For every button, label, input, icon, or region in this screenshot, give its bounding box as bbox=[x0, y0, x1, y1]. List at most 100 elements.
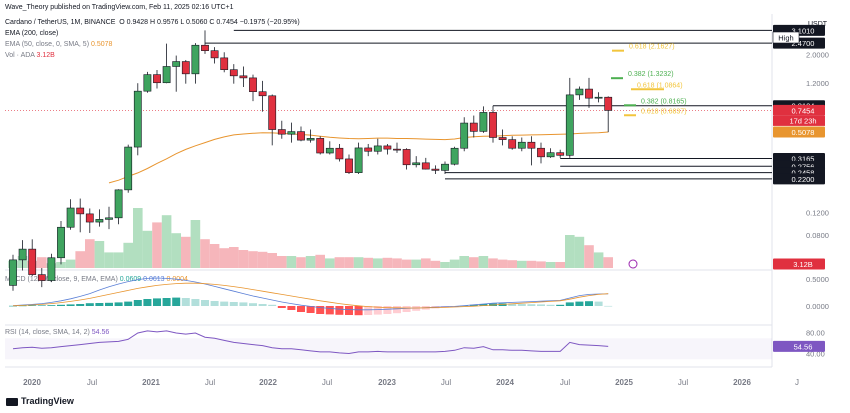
candle-body bbox=[191, 44, 200, 75]
volume-bar bbox=[430, 260, 441, 268]
rsi-axis-tick: 40.00 bbox=[806, 350, 825, 359]
tradingview-brand[interactable]: TradingView bbox=[6, 396, 74, 406]
time-axis-tick: Jul bbox=[322, 378, 332, 387]
macd-hist-bar bbox=[258, 304, 267, 306]
macd-hist-bar bbox=[287, 306, 296, 310]
ema50-line bbox=[108, 131, 609, 184]
volume-bar bbox=[401, 259, 412, 268]
candle-body bbox=[57, 226, 65, 259]
macd-hist-bar bbox=[527, 304, 536, 306]
rsi-band bbox=[5, 338, 772, 360]
volume-legend[interactable]: Vol · ADA 3.12B bbox=[5, 52, 55, 59]
volume-bar bbox=[219, 248, 229, 268]
countdown-bg bbox=[773, 115, 825, 126]
candle-body bbox=[153, 74, 161, 84]
candle-body bbox=[18, 248, 27, 261]
volume-bar bbox=[459, 256, 469, 268]
candle-body bbox=[450, 147, 459, 165]
volume-bar bbox=[142, 230, 153, 268]
volume-bar bbox=[469, 257, 479, 268]
volume-bar bbox=[574, 236, 585, 268]
macd-hist-bar bbox=[133, 300, 142, 306]
macd-hist-bar bbox=[402, 306, 411, 312]
candle-body bbox=[277, 129, 286, 135]
time-axis-tick: Jul bbox=[560, 378, 570, 387]
candle-body bbox=[47, 257, 56, 281]
macd-hist-bar bbox=[575, 301, 584, 306]
candle-body bbox=[498, 137, 507, 140]
candle-body bbox=[114, 189, 123, 219]
symbol-name: Cardano / TetherUS, 1M, BINANCE bbox=[5, 19, 116, 26]
fib-level-label: 0.382 (0.8165) bbox=[641, 98, 687, 105]
volume-bar bbox=[133, 208, 143, 268]
candle-body bbox=[345, 158, 353, 173]
ema200-legend[interactable]: EMA (200, close) bbox=[5, 30, 59, 37]
candle-body bbox=[460, 122, 469, 149]
ohlc-high: H 0.9576 bbox=[150, 19, 179, 26]
volume-bar bbox=[161, 215, 172, 268]
macd-line bbox=[12, 277, 609, 311]
candle-body bbox=[201, 44, 209, 51]
ohlc-low: L 0.5060 bbox=[180, 19, 208, 26]
volume-bar bbox=[257, 251, 268, 268]
rsi-label: RSI (14, close, SMA, 14, 2) bbox=[5, 329, 90, 336]
candle-body bbox=[585, 88, 593, 99]
symbol-line: Cardano / TetherUS, 1M, BINANCE O 0.9428… bbox=[5, 19, 300, 26]
macd-hist-bar bbox=[191, 299, 200, 306]
volume-bar bbox=[229, 247, 239, 268]
current-price-tag: 0.7454 bbox=[792, 106, 815, 115]
volume-bar bbox=[94, 241, 105, 268]
volume-bar bbox=[565, 235, 575, 268]
macd-hist-bar bbox=[153, 298, 161, 306]
price-level-tag: 0.2756 bbox=[792, 162, 815, 171]
volume-bar bbox=[517, 260, 527, 268]
macd-hist-bar bbox=[47, 305, 56, 306]
candle-body bbox=[604, 96, 613, 111]
macd-hist-bar bbox=[85, 303, 94, 306]
volume-bar bbox=[507, 260, 517, 268]
candle-body bbox=[393, 148, 401, 151]
candle-body bbox=[181, 61, 190, 75]
volume-bar bbox=[190, 220, 201, 268]
candle-body bbox=[287, 131, 296, 135]
macd-hist-bar bbox=[114, 302, 123, 306]
rsi-legend[interactable]: RSI (14, close, SMA, 14, 2) 54.56 bbox=[5, 329, 109, 336]
candle-body bbox=[469, 122, 478, 132]
ema50-legend[interactable]: EMA (50, close, 0, SMA, 5) 0.5078 bbox=[5, 41, 112, 48]
brand-name: TradingView bbox=[21, 396, 74, 406]
rsi-axis-tick: 80.00 bbox=[806, 329, 825, 338]
macd-hist-bar bbox=[181, 298, 190, 306]
macd-hist-bar bbox=[105, 302, 113, 306]
volume-bar bbox=[65, 259, 76, 268]
volume-bar bbox=[353, 257, 364, 268]
countdown-tag: 17d 23h bbox=[789, 116, 816, 125]
candle-body bbox=[162, 66, 171, 84]
volume-bar bbox=[325, 258, 335, 268]
volume-bar bbox=[75, 251, 85, 268]
volume-bar bbox=[286, 256, 297, 268]
macd-hist-bar bbox=[565, 302, 574, 306]
macd-hist-bar bbox=[585, 301, 593, 306]
macd-hist-bar bbox=[57, 304, 65, 306]
volume-bar bbox=[363, 257, 373, 268]
macd-hist-bar bbox=[28, 305, 37, 306]
volume-bar bbox=[296, 257, 306, 268]
volume-bar bbox=[334, 257, 345, 268]
volume-bar bbox=[181, 236, 191, 268]
candle-body bbox=[537, 147, 545, 158]
candle-body bbox=[594, 96, 603, 99]
candle-body bbox=[133, 90, 142, 148]
macd-hist-bar bbox=[517, 304, 526, 306]
macd-hist-bar bbox=[604, 305, 613, 307]
volume-bar bbox=[277, 256, 287, 268]
high-tag: High bbox=[778, 34, 793, 43]
publisher-line: Wave_Theory published on TradingView.com… bbox=[5, 4, 234, 11]
macd-hist-bar bbox=[210, 301, 219, 306]
macd-hist-bar bbox=[66, 304, 75, 306]
candle-body bbox=[479, 112, 488, 132]
candle-body bbox=[412, 162, 421, 166]
volume-label: Vol · ADA bbox=[5, 52, 35, 59]
macd-hist-bar bbox=[335, 306, 344, 315]
volume-bar bbox=[344, 257, 354, 268]
